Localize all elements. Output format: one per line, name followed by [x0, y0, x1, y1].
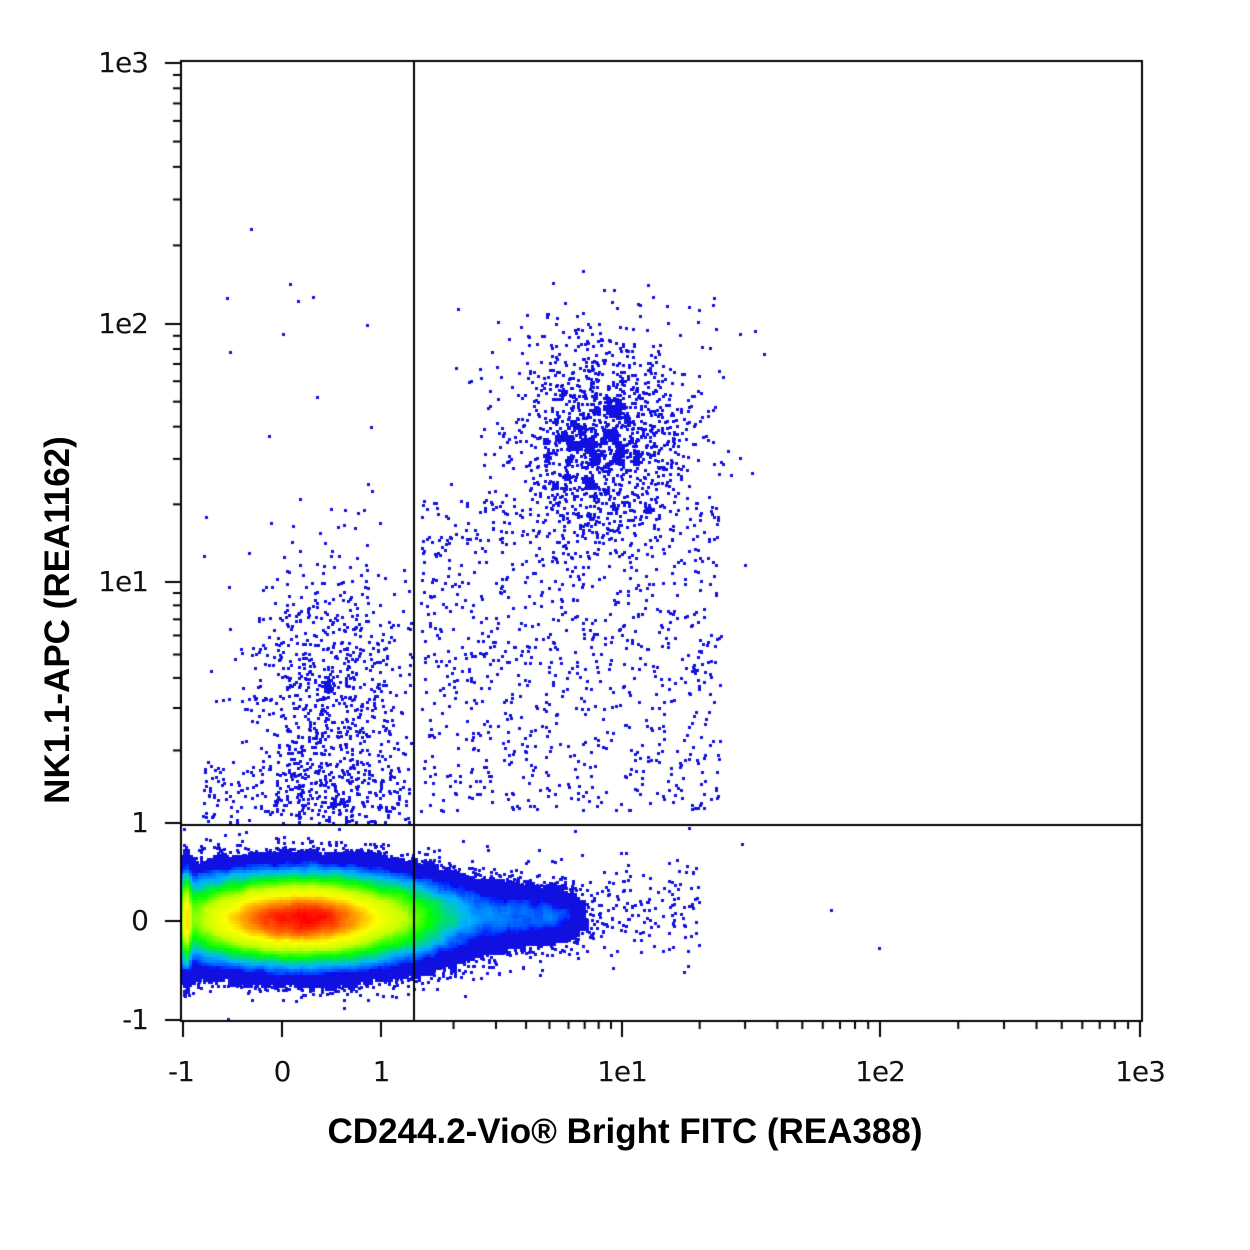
x-tick-label: 0: [273, 1055, 292, 1088]
x-tick-label: 1e2: [855, 1055, 906, 1088]
x-tick-label: 1: [372, 1055, 391, 1088]
y-tick-label: -1: [122, 1003, 149, 1036]
y-tick-label: 1e2: [98, 307, 149, 340]
y-tick-label: 0: [131, 904, 149, 937]
y-tick-label: 1: [131, 806, 149, 839]
y-tick-label: 1e3: [98, 46, 149, 79]
y-axis-title: NK1.1-APC (REA1162): [38, 436, 77, 804]
x-tick-label: 1e1: [597, 1055, 648, 1088]
x-tick-label: -1: [168, 1055, 195, 1088]
y-tick-label: 1e1: [98, 565, 149, 598]
x-axis-title: CD244.2-Vio® Bright FITC (REA388): [327, 1112, 923, 1151]
x-tick-label: 1e3: [1115, 1055, 1166, 1088]
